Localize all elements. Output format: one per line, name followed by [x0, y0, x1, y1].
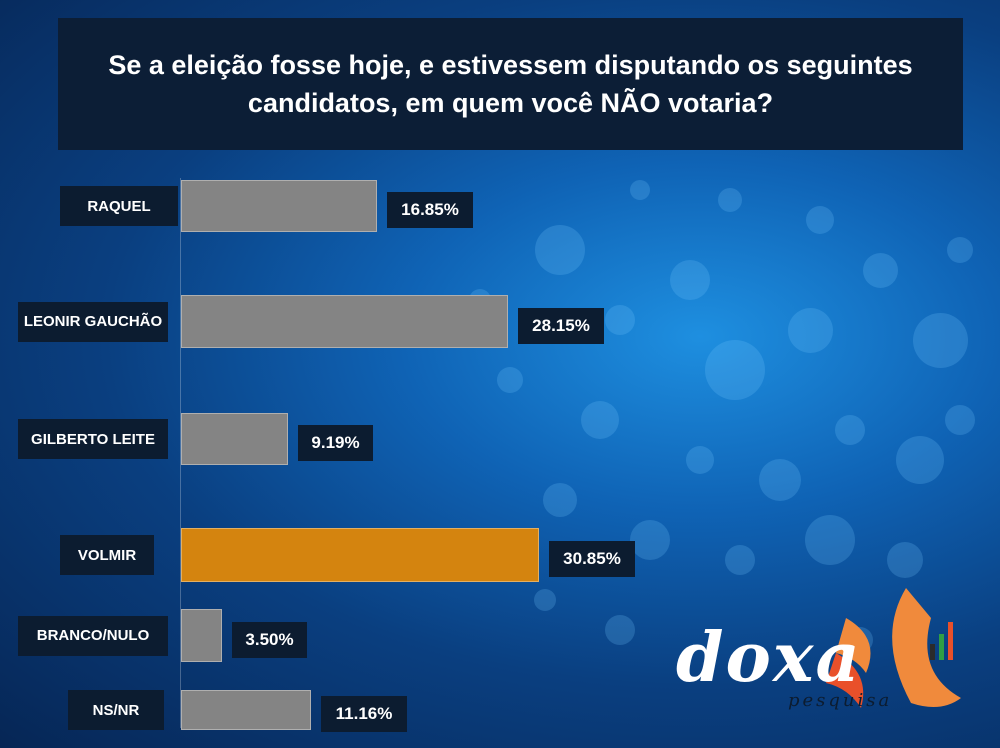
bubble-decoration: [896, 436, 944, 484]
bubble-decoration: [605, 305, 635, 335]
logo-wordmark: doxa: [676, 618, 862, 698]
value-label: 11.16%: [321, 696, 407, 732]
value-label: 30.85%: [549, 541, 635, 577]
bubble-decoration: [947, 237, 973, 263]
bubble-decoration: [686, 446, 714, 474]
bubble-decoration: [670, 260, 710, 300]
bar: [181, 690, 311, 730]
bubble-decoration: [945, 405, 975, 435]
bar: [181, 528, 539, 582]
bar: [181, 295, 508, 348]
category-label: NS/NR: [68, 690, 164, 730]
y-axis-line: [180, 178, 181, 728]
bubble-decoration: [862, 252, 898, 288]
bubble-decoration: [630, 520, 670, 560]
bar: [181, 609, 222, 662]
title-panel: Se a eleição fosse hoje, e estivessem di…: [58, 18, 963, 150]
bubble-decoration: [759, 459, 801, 501]
bubble-decoration: [787, 307, 833, 353]
bubble-decoration: [835, 415, 865, 445]
bubble-decoration: [581, 401, 619, 439]
bubble-decoration: [534, 589, 556, 611]
bubble-decoration: [497, 367, 523, 393]
bubble-decoration: [605, 615, 635, 645]
value-label: 16.85%: [387, 192, 473, 228]
bubble-decoration: [887, 542, 923, 578]
bubble-decoration: [725, 545, 755, 575]
category-label: BRANCO/NULO: [18, 615, 168, 656]
bubble-decoration: [705, 340, 765, 400]
category-label: LEONIR GAUCHÃO: [18, 301, 168, 342]
logo-mark-icon: [826, 588, 961, 708]
doxa-logo: doxa pesquisa: [676, 578, 976, 728]
category-label: RAQUEL: [60, 186, 178, 226]
bubble-decoration: [543, 483, 577, 517]
bubble-decoration: [912, 312, 968, 368]
chart-title: Se a eleição fosse hoje, e estivessem di…: [108, 50, 913, 118]
value-label: 28.15%: [518, 307, 604, 344]
logo-tagline: pesquisa: [788, 690, 893, 711]
bubble-decoration: [806, 206, 834, 234]
category-label: VOLMIR: [60, 535, 154, 575]
bubble-decoration: [805, 515, 855, 565]
category-label: GILBERTO LEITE: [18, 419, 168, 459]
bubble-decoration: [630, 180, 650, 200]
bar: [181, 180, 377, 232]
bubble-decoration: [718, 188, 742, 212]
bar: [181, 413, 288, 465]
bubble-decoration: [535, 225, 585, 275]
value-label: 3.50%: [232, 621, 307, 658]
value-label: 9.19%: [298, 425, 373, 461]
